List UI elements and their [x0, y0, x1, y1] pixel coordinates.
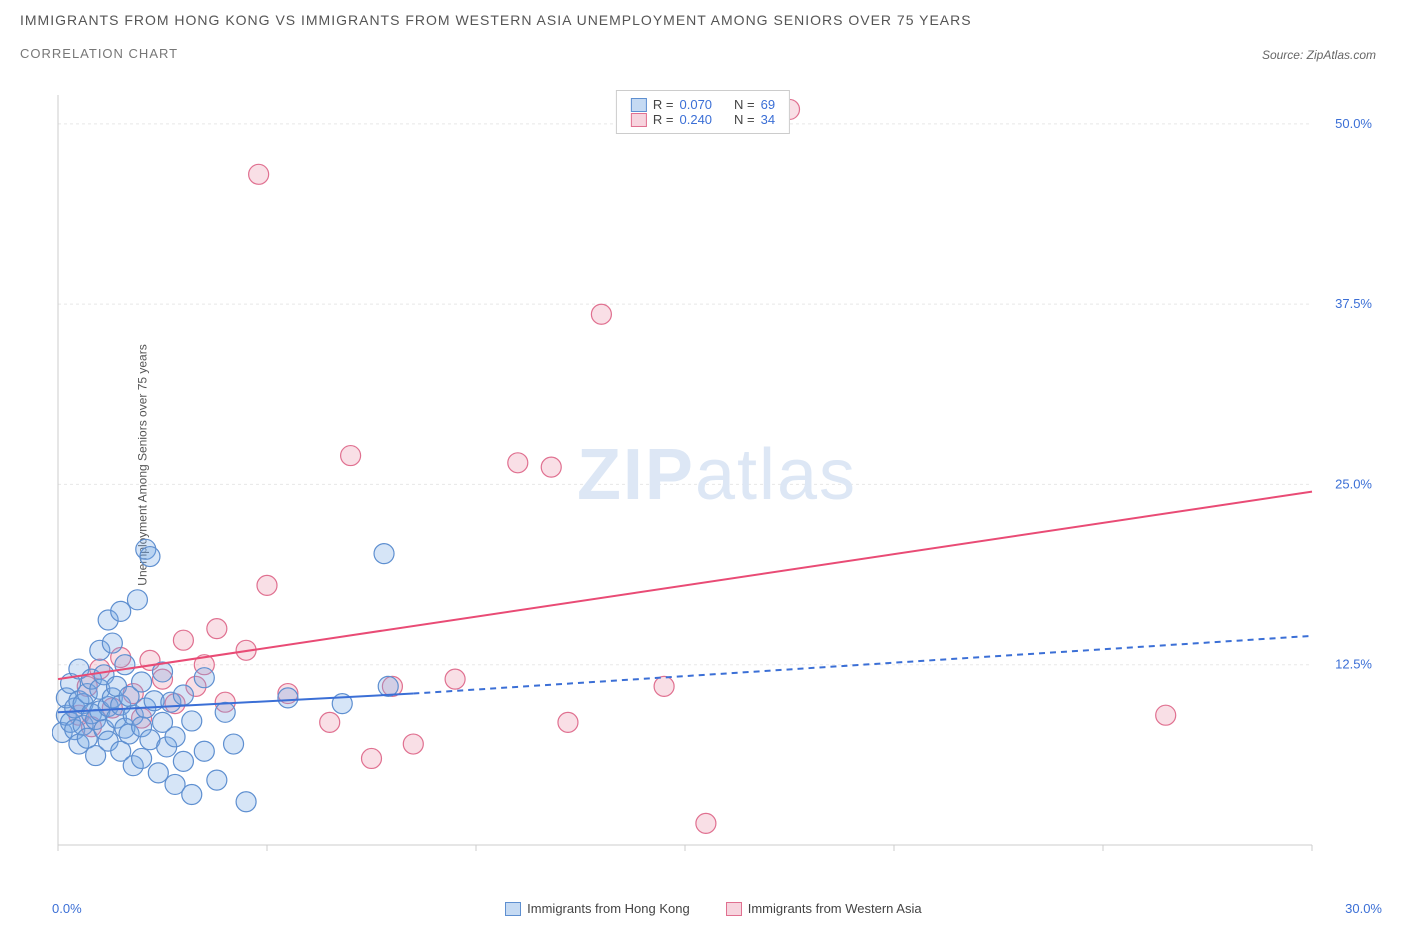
legend-bottom-bar: 0.0% Immigrants from Hong Kong Immigrant… [52, 901, 1382, 916]
correlation-legend-box: R = 0.070 N = 69 R = 0.240 N = 34 [616, 90, 790, 134]
legend-n-label: N = [734, 112, 755, 127]
legend-bottom-series2: Immigrants from Western Asia [726, 901, 922, 916]
legend-r-label: R = [653, 112, 674, 127]
legend-r-value-series2: 0.240 [679, 112, 712, 127]
legend-n-value-series1: 69 [761, 97, 775, 112]
legend-n-value-series2: 34 [761, 112, 775, 127]
legend-top-row-series1: R = 0.070 N = 69 [631, 97, 775, 112]
svg-text:50.0%: 50.0% [1335, 116, 1372, 131]
svg-text:12.5%: 12.5% [1335, 657, 1372, 672]
chart-title-main: IMMIGRANTS FROM HONG KONG VS IMMIGRANTS … [20, 12, 972, 28]
legend-bottom-label-series2: Immigrants from Western Asia [748, 901, 922, 916]
svg-text:37.5%: 37.5% [1335, 296, 1372, 311]
legend-bottom-label-series1: Immigrants from Hong Kong [527, 901, 690, 916]
scatter-plot-svg: 12.5% 25.0% 37.5% 50.0% [52, 85, 1382, 865]
legend-bottom-series1: Immigrants from Hong Kong [505, 901, 690, 916]
legend-bottom-swatch-series2 [726, 902, 742, 916]
legend-r-value-series1: 0.070 [679, 97, 712, 112]
x-axis-tick-first: 0.0% [52, 901, 82, 916]
chart-title-sub: CORRELATION CHART [20, 46, 972, 61]
legend-n-label: N = [734, 97, 755, 112]
x-axis-tick-last: 30.0% [1345, 901, 1382, 916]
legend-swatch-series1 [631, 98, 647, 112]
chart-header: IMMIGRANTS FROM HONG KONG VS IMMIGRANTS … [20, 12, 972, 61]
scatter-plot-area: 12.5%25.0%37.5%50.0% ZIPatlas [52, 85, 1382, 865]
legend-r-label: R = [653, 97, 674, 112]
legend-bottom-swatch-series1 [505, 902, 521, 916]
source-caption: Source: ZipAtlas.com [1262, 48, 1376, 62]
legend-swatch-series2 [631, 113, 647, 127]
svg-text:25.0%: 25.0% [1335, 476, 1372, 491]
legend-top-row-series2: R = 0.240 N = 34 [631, 112, 775, 127]
